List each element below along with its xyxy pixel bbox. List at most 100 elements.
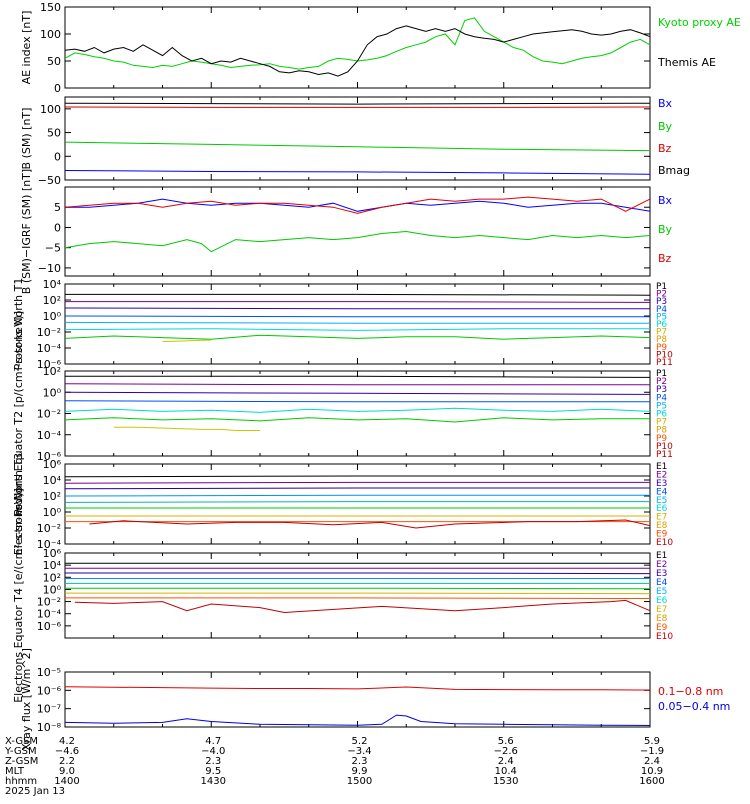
legend-entry: 0.1−0.8 nm — [658, 685, 723, 698]
series-line — [65, 302, 650, 303]
series-line — [65, 103, 650, 104]
legend-entry: P11 — [656, 450, 673, 460]
panel-frame — [65, 284, 650, 364]
series-line — [65, 418, 650, 422]
y-tick-label: 10⁰ — [43, 583, 62, 596]
series-line — [65, 488, 650, 489]
series-line — [65, 308, 650, 309]
panel-ae: 0 50 100 150 AE index [nT] Kyoto proxy AE Them… — [20, 1, 741, 95]
y-tick-label: 10⁶ — [43, 547, 62, 560]
y-tick-label: 0 — [54, 82, 61, 95]
y-axis-label: B (SM)−IGRF (SM) [nT] — [20, 169, 33, 294]
legend-entry: Bx — [658, 97, 673, 110]
y-tick-label: 10⁴ — [43, 474, 62, 487]
y-tick-label: 150 — [40, 1, 61, 14]
legend-entry: Bx — [658, 194, 673, 207]
legend-entry: Bz — [658, 142, 672, 155]
legend-entry: 0.05−0.4 nm — [658, 700, 730, 713]
y-tick-label: 0 — [54, 221, 61, 234]
time-axis-value: 1530 — [493, 776, 518, 787]
series-line — [65, 401, 650, 402]
legend-entry: Bmag — [658, 164, 690, 177]
series-line — [65, 26, 650, 76]
legend-entry: Kyoto proxy AE — [658, 16, 741, 29]
y-tick-label: 10⁰ — [43, 310, 62, 323]
series-line — [75, 600, 650, 612]
legend-entry: P11 — [656, 358, 673, 368]
y-tick-label: 10⁻⁴ — [37, 342, 62, 355]
y-tick-label: −10 — [38, 262, 61, 275]
y-tick-label: 100 — [40, 103, 61, 116]
panel-frame — [65, 672, 650, 727]
series-line — [65, 502, 650, 503]
y-tick-label: 10² — [43, 490, 61, 503]
y-tick-label: 0 — [54, 150, 61, 163]
series-line — [163, 340, 212, 342]
date-label: 2025 Jan 13 — [5, 786, 65, 797]
series-line — [65, 316, 650, 317]
y-tick-label: 10⁰ — [43, 386, 62, 399]
legend-entry: E10 — [656, 632, 673, 642]
series-line — [65, 598, 650, 599]
y-tick-label: 10⁻² — [37, 596, 61, 609]
series-line — [65, 687, 650, 690]
y-tick-label: 10⁻⁶ — [37, 620, 62, 633]
y-tick-label: 5 — [54, 201, 61, 214]
y-axis-label: AE index [nT] — [20, 11, 33, 85]
series-line — [65, 482, 650, 483]
series-line — [65, 171, 650, 175]
y-tick-label: 10² — [43, 365, 61, 378]
series-line — [65, 335, 650, 339]
y-tick-label: 10⁻⁴ — [37, 608, 62, 621]
y-tick-label: 10⁴ — [43, 559, 62, 572]
y-tick-label: 50 — [47, 127, 61, 140]
y-tick-label: 50 — [47, 55, 61, 68]
series-line — [65, 476, 650, 477]
panel-frame — [65, 553, 650, 638]
y-tick-label: 10⁻⁵ — [37, 666, 61, 679]
legend-entry: E10 — [656, 538, 673, 548]
series-line — [65, 588, 650, 589]
legend-entry: By — [658, 120, 673, 133]
legend-entry: By — [658, 223, 673, 236]
series-line — [114, 427, 260, 430]
series-line — [65, 322, 650, 323]
panel-b_sm: −50 0 50 100 B (SM) [nT] Bx By Bz Bmag — [20, 97, 690, 187]
y-tick-label: −5 — [45, 242, 61, 255]
time-axis-value: 1500 — [347, 776, 372, 787]
y-tick-label: 10⁻⁶ — [37, 684, 62, 697]
y-axis-label: B (SM) [nT] — [20, 108, 33, 170]
y-tick-label: −50 — [38, 174, 61, 187]
series-line — [65, 329, 650, 331]
y-tick-label: 10⁻² — [37, 326, 61, 339]
series-line — [65, 495, 650, 496]
series-line — [65, 294, 650, 295]
y-tick-label: 100 — [40, 28, 61, 41]
series-line — [65, 232, 650, 252]
y-tick-label: 10⁻⁸ — [37, 721, 62, 734]
series-line — [65, 384, 650, 385]
series-line — [65, 142, 650, 151]
panel-frame — [65, 7, 650, 88]
series-line — [65, 392, 650, 394]
legend-entry: Themis AE — [657, 56, 716, 69]
y-tick-label: 10⁻⁷ — [37, 703, 61, 716]
y-tick-label: 10⁰ — [43, 506, 62, 519]
time-axis-value: 1600 — [639, 776, 664, 787]
legend-entry: Bz — [658, 252, 672, 265]
y-tick-label: 10² — [43, 571, 61, 584]
series-line — [65, 573, 650, 574]
panel-frame — [65, 97, 650, 180]
y-tick-label: 10⁴ — [43, 278, 62, 291]
y-tick-label: 10⁻⁴ — [37, 429, 62, 442]
y-tick-label: 10⁶ — [43, 458, 62, 471]
